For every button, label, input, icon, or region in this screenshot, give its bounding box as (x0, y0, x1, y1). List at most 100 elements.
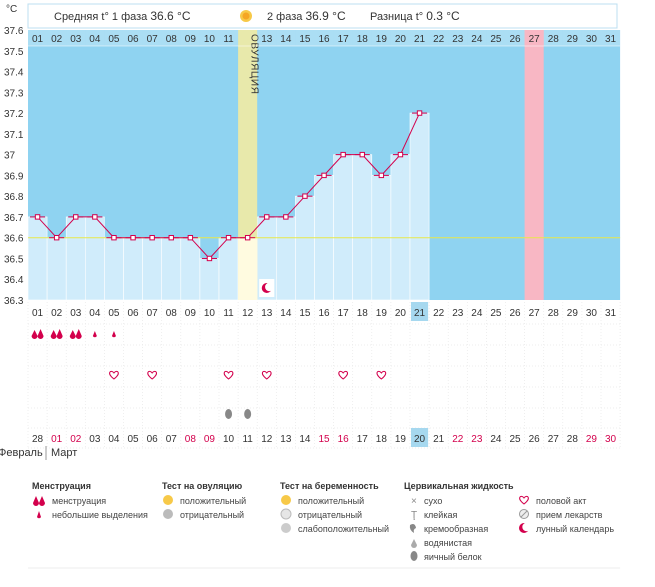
calendar-date: 23 (471, 434, 483, 445)
cycle-row-date: 30 (586, 308, 598, 319)
cycle-day-label: 24 (471, 34, 483, 45)
cycle-day-label: 06 (127, 34, 139, 45)
temperature-point (111, 234, 117, 241)
cycle-day-label: 01 (32, 34, 44, 45)
discharge-icon (37, 511, 41, 519)
cycle-day-cell (276, 30, 296, 46)
cycle-day-cell (543, 30, 563, 46)
creamy-icon (409, 524, 416, 533)
cycle-day-cell (161, 30, 181, 46)
chart-header: Средняя t° 1 фаза 36.6 °C 2 фаза 36.9 °C… (27, 3, 618, 29)
cycle-day-cell (295, 30, 315, 46)
cycle-day-label: 18 (357, 34, 369, 45)
calendar-date: 22 (452, 434, 464, 445)
cycle-day-label: 26 (509, 34, 521, 45)
y-tick-label: 37.1 (4, 130, 24, 141)
legend: Менструация менструация небольшие выделе… (32, 481, 614, 562)
intercourse-icon (519, 495, 529, 505)
legend-item: яичный белок (424, 552, 482, 562)
pregnancy-negative-icon (280, 508, 292, 520)
temperature-column (27, 216, 48, 301)
discharge-icon (92, 331, 97, 338)
y-tick-label: 37.4 (4, 68, 24, 79)
temperature-point (92, 214, 98, 220)
cycle-day-label: 08 (166, 34, 178, 45)
cycle-day-cell (505, 30, 525, 46)
cycle-row-date: 29 (567, 308, 579, 319)
legend-item: половой акт (536, 496, 586, 506)
cycle-row-date: 14 (280, 308, 292, 319)
temperature-column (333, 154, 354, 301)
cycle-row-date: 31 (605, 308, 617, 319)
sticky-icon: Ţ (411, 510, 417, 521)
temperature-point (149, 234, 155, 241)
dry-icon: × (411, 496, 417, 507)
y-tick-label: 37.2 (4, 109, 24, 120)
cycle-day-label: 05 (108, 34, 120, 45)
legend-item: положительный (180, 496, 246, 506)
cycle-row-date: 12 (242, 308, 254, 319)
calendar-date: 04 (108, 434, 120, 445)
y-tick-label: 37.3 (4, 88, 24, 99)
calendar-date: 25 (509, 434, 521, 445)
cycle-row-date: 04 (89, 308, 101, 319)
cycle-day-cell (199, 30, 219, 46)
temperature-column (142, 237, 163, 301)
legend-pregnancy-test: Тест на беременность положительный отриц… (280, 481, 389, 534)
temperature-column (275, 216, 296, 301)
phase2-label: 2 фаза 36.9 °C (267, 9, 346, 23)
ovulation-day-column (238, 237, 258, 300)
legend-cervical: Цервикальная жидкость × сухо Ţ клейкая к… (404, 481, 514, 562)
cycle-row-date: 11 (223, 308, 234, 319)
month-prev: Февраль (0, 447, 43, 459)
cycle-day-label: 14 (280, 34, 292, 45)
calendar-date: 07 (166, 434, 178, 445)
legend-item: положительный (298, 496, 364, 506)
calendar-date: 29 (586, 434, 598, 445)
calendar-date: 28 (32, 434, 44, 445)
y-tick-label: 36.9 (4, 171, 24, 182)
cycle-day-label: 28 (548, 34, 560, 45)
cycle-row-date: 25 (490, 308, 502, 319)
temperature-column (65, 216, 86, 301)
cycle-row-date: 10 (204, 308, 216, 319)
calendar-date: 14 (299, 434, 311, 445)
calendar-date: 27 (548, 434, 560, 445)
legend-item: слабоположительный (298, 524, 389, 534)
legend-title-menstruation: Менструация (32, 481, 91, 491)
calendar-date: 11 (242, 434, 253, 445)
temperature-point (168, 234, 174, 241)
cycle-day-label: 13 (261, 34, 273, 45)
calendar-date: 18 (376, 434, 388, 445)
legend-item: прием лекарств (536, 510, 603, 520)
y-tick-label: 36.6 (4, 234, 24, 245)
y-tick-label: 37.5 (4, 47, 24, 58)
temperature-point (416, 110, 423, 116)
cycle-day-label: 02 (51, 34, 63, 45)
temperature-column (352, 154, 373, 301)
intercourse-icon (223, 370, 234, 380)
cycle-row-date: 21 (414, 308, 426, 319)
cycle-row-date: 19 (376, 308, 388, 319)
cycle-day-cell (524, 30, 544, 46)
cycle-day-label: 23 (452, 34, 464, 45)
legend-item: кремообразная (424, 524, 488, 534)
temperature-point (397, 151, 404, 158)
cycle-day-cell (390, 30, 410, 46)
intercourse-icon (261, 370, 272, 380)
calendar-date: 16 (338, 434, 350, 445)
menstruation-icon (69, 329, 82, 339)
calendar-date: 09 (204, 434, 216, 445)
cycle-row-date: 07 (147, 308, 159, 319)
legend-title-pregnancy-test: Тест на беременность (280, 481, 379, 491)
calendar-date: 10 (223, 434, 235, 445)
cycle-day-label: 30 (586, 34, 598, 45)
egg-white-icon (244, 409, 252, 419)
cycle-day-label: 03 (70, 34, 82, 45)
temperature-point (340, 151, 346, 158)
calendar-date: 20 (414, 434, 426, 445)
temperature-column (295, 195, 315, 301)
temperature-point (34, 214, 41, 220)
